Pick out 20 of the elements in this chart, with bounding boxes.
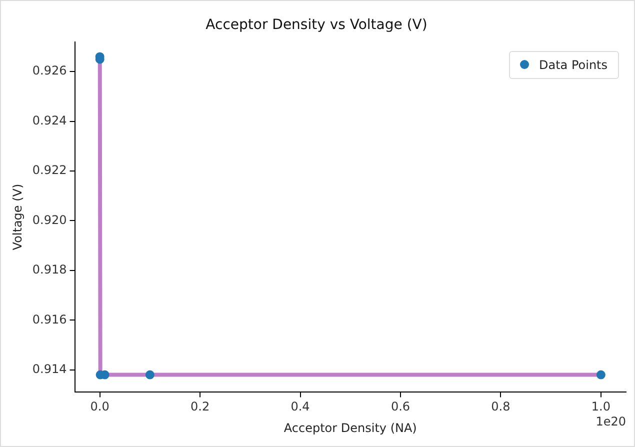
text: 1e20 [596,414,626,428]
chart-title: Acceptor Density vs Voltage (V) [206,17,428,34]
x-tick-label: 1.0 [591,400,610,414]
x-tick-label: 0.8 [491,400,510,414]
y-tick-label: 0.916 [32,312,67,326]
y-tick-label: 0.918 [32,262,67,277]
y-tick-label: 0.926 [32,64,67,78]
point [145,370,154,380]
x-axis-title: Acceptor Density (NA) [284,420,417,435]
y-tick-label: 0.914 [32,362,67,376]
x-tick-label: 0.2 [190,400,210,414]
x-tick-label: 0.0 [90,400,110,414]
x-tick-label: 0.4 [290,400,310,414]
y-tick-label: 0.920 [32,212,67,227]
y-axis-title: Voltage (V) [10,184,24,250]
y-tick-label: 0.922 [32,163,67,178]
point [596,370,606,380]
x-tick-label: 0.6 [390,400,410,414]
legend-label: Data Points [539,58,608,72]
y-tick-label: 0.924 [32,113,67,128]
